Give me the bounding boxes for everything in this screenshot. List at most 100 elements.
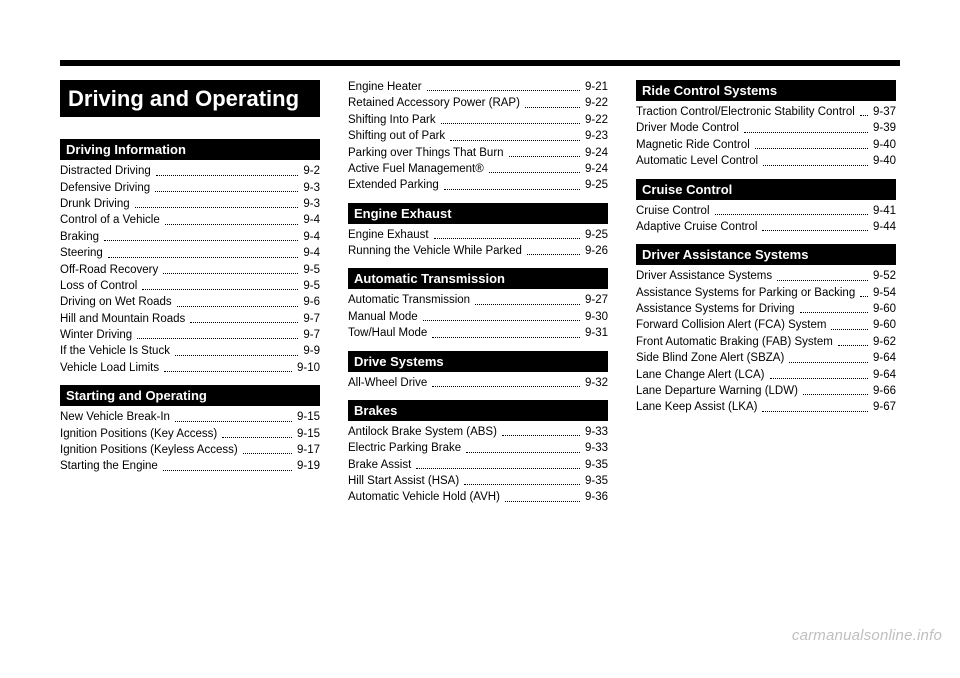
toc-item: Control of a Vehicle9-4 (60, 213, 320, 227)
toc-leader (432, 337, 580, 338)
section-driver-assistance: Driver Assistance Systems Driver Assista… (636, 244, 896, 414)
toc-item: Hill and Mountain Roads9-7 (60, 312, 320, 326)
columns-container: Driving and Operating Driving Informatio… (60, 80, 900, 515)
column-3: Ride Control Systems Traction Control/El… (636, 80, 896, 515)
toc-label: Manual Mode (348, 310, 420, 324)
toc-leader (502, 435, 580, 436)
toc-page: 9-25 (583, 228, 608, 242)
toc-label: Driver Assistance Systems (636, 269, 774, 283)
toc-leader (222, 437, 292, 438)
toc-leader (432, 386, 580, 387)
toc-label: Lane Keep Assist (LKA) (636, 400, 759, 414)
toc-leader (755, 148, 868, 149)
toc-leader (489, 172, 580, 173)
toc-leader (505, 501, 580, 502)
column-2: Engine Heater9-21 Retained Accessory Powe… (348, 80, 608, 515)
toc-page: 9-23 (583, 129, 608, 143)
toc-list: All-Wheel Drive9-32 (348, 376, 608, 390)
toc-label: Driver Mode Control (636, 121, 741, 135)
toc-item: Distracted Driving9-2 (60, 164, 320, 178)
toc-label: Front Automatic Braking (FAB) System (636, 335, 835, 349)
toc-leader (525, 107, 580, 108)
toc-leader (164, 371, 292, 372)
toc-item: Driver Assistance Systems 9-52 (636, 269, 896, 283)
toc-leader (770, 378, 868, 379)
toc-label: Shifting out of Park (348, 129, 447, 143)
toc-label: Off-Road Recovery (60, 263, 160, 277)
toc-leader (762, 230, 868, 231)
section-heading: Cruise Control (636, 179, 896, 200)
toc-label: If the Vehicle Is Stuck (60, 344, 172, 358)
toc-page: 9-33 (583, 441, 608, 455)
toc-leader (762, 411, 868, 412)
toc-list: Antilock Brake System (ABS)9-33Electric … (348, 425, 608, 505)
toc-item: Lane Departure Warning (LDW)9-66 (636, 384, 896, 398)
section-heading: Engine Exhaust (348, 203, 608, 224)
toc-list: New Vehicle Break-In9-15 Ignition Positio… (60, 410, 320, 474)
toc-item: Hill Start Assist (HSA)9-35 (348, 474, 608, 488)
toc-item: Engine Heater9-21 (348, 80, 608, 94)
toc-item: Retained Accessory Power (RAP)9-22 (348, 96, 608, 110)
chapter-title: Driving and Operating (60, 80, 320, 117)
toc-page: 9-52 (871, 269, 896, 283)
section-heading: Starting and Operating (60, 385, 320, 406)
column-1: Driving and Operating Driving Informatio… (60, 80, 320, 515)
toc-item: Steering9-4 (60, 246, 320, 260)
toc-item: All-Wheel Drive9-32 (348, 376, 608, 390)
section-heading: Automatic Transmission (348, 268, 608, 289)
toc-leader (450, 140, 580, 141)
section-heading: Ride Control Systems (636, 80, 896, 101)
toc-label: Ignition Positions (Keyless Access) (60, 443, 240, 457)
toc-label: Control of a Vehicle (60, 213, 162, 227)
toc-leader (190, 322, 298, 323)
toc-label: Drunk Driving (60, 197, 132, 211)
toc-item: Running the Vehicle While Parked9-26 (348, 244, 608, 258)
toc-list: Cruise Control9-41 Adaptive Cruise Contro… (636, 204, 896, 235)
toc-item: Electric Parking Brake9-33 (348, 441, 608, 455)
toc-label: All-Wheel Drive (348, 376, 429, 390)
toc-page: 9-41 (871, 204, 896, 218)
toc-page: 9-40 (871, 138, 896, 152)
toc-label: Brake Assist (348, 458, 413, 472)
toc-leader (475, 304, 580, 305)
toc-page: 9-31 (583, 326, 608, 340)
toc-leader (434, 238, 580, 239)
toc-label: Lane Departure Warning (LDW) (636, 384, 800, 398)
toc-item: Manual Mode9-30 (348, 310, 608, 324)
toc-leader (789, 362, 868, 363)
toc-item: Side Blind Zone Alert (SBZA)9-64 (636, 351, 896, 365)
toc-page: 9-5 (301, 263, 320, 277)
toc-leader (860, 296, 868, 297)
toc-label: Assistance Systems for Parking or Backin… (636, 286, 857, 300)
toc-page: 9-39 (871, 121, 896, 135)
toc-item: Ignition Positions (Keyless Access)9-17 (60, 443, 320, 457)
toc-list: Automatic Transmission9-27Manual Mode9-3… (348, 293, 608, 340)
toc-item: Lane Keep Assist (LKA)9-67 (636, 400, 896, 414)
toc-page: 9-35 (583, 458, 608, 472)
toc-list: Traction Control/Electronic Stability Co… (636, 105, 896, 169)
toc-label: Defensive Driving (60, 181, 152, 195)
section-heading: Brakes (348, 400, 608, 421)
toc-page: 9-15 (295, 410, 320, 424)
top-rule (60, 60, 900, 66)
toc-page: 9-22 (583, 96, 608, 110)
toc-item: Magnetic Ride Control9-40 (636, 138, 896, 152)
toc-page: 9-26 (583, 244, 608, 258)
toc-page: 9-4 (301, 246, 320, 260)
section-heading: Driving Information (60, 139, 320, 160)
toc-item: Adaptive Cruise Control9-44 (636, 220, 896, 234)
toc-label: Winter Driving (60, 328, 134, 342)
toc-page: 9-7 (301, 312, 320, 326)
toc-page: 9-60 (871, 318, 896, 332)
toc-item: Driving on Wet Roads9-6 (60, 295, 320, 309)
toc-item: Cruise Control9-41 (636, 204, 896, 218)
toc-item: Starting the Engine9-19 (60, 459, 320, 473)
toc-label: Braking (60, 230, 101, 244)
toc-leader (831, 329, 868, 330)
toc-label: Automatic Level Control (636, 154, 760, 168)
toc-item: Active Fuel Management®9-24 (348, 162, 608, 176)
toc-page: 9-2 (301, 164, 320, 178)
toc-page: 9-24 (583, 146, 608, 160)
toc-leader (135, 207, 299, 208)
toc-item: New Vehicle Break-In9-15 (60, 410, 320, 424)
